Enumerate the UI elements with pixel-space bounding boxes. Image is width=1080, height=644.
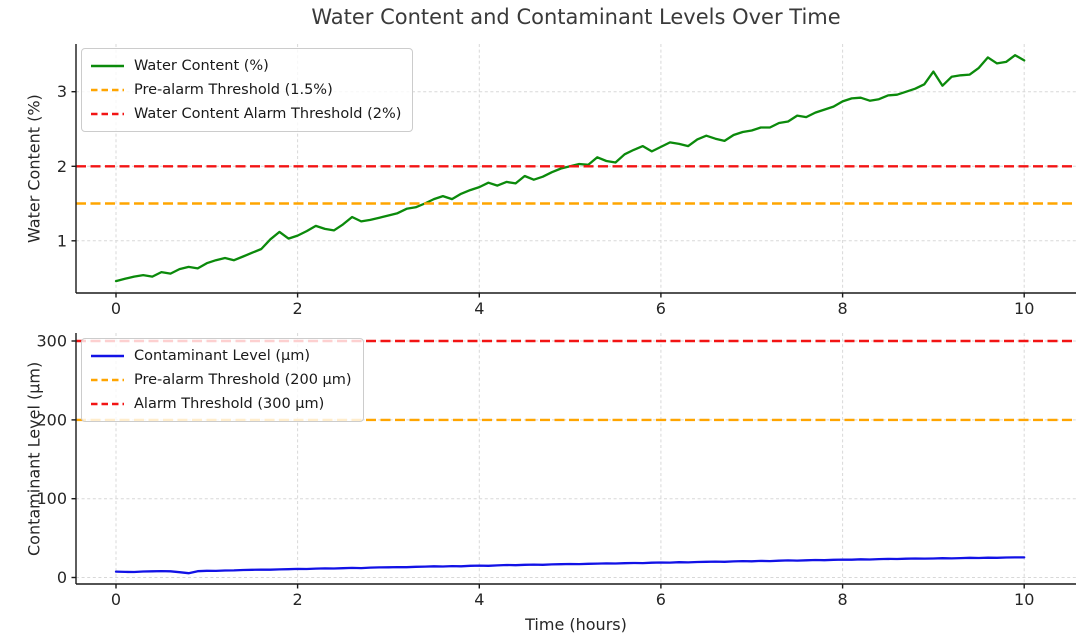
legend-item: Contaminant Level (µm) bbox=[91, 346, 352, 366]
tick-label: 10 bbox=[1014, 590, 1034, 609]
legend-item: Pre-alarm Threshold (1.5%) bbox=[91, 80, 401, 100]
legend-swatch-dashed-icon bbox=[91, 112, 124, 116]
tick-label: 10 bbox=[1014, 299, 1034, 318]
tick-label: 3 bbox=[57, 82, 67, 101]
legend-item: Pre-alarm Threshold (200 µm) bbox=[91, 370, 352, 390]
legend-swatch-dashed-icon bbox=[91, 378, 124, 382]
tick-label: 300 bbox=[36, 332, 67, 351]
legend-item: Water Content (%) bbox=[91, 56, 401, 76]
legend-label: Alarm Threshold (300 µm) bbox=[134, 396, 325, 412]
tick-label: 2 bbox=[57, 157, 67, 176]
legend-label: Water Content Alarm Threshold (2%) bbox=[134, 106, 402, 122]
water-legend: Water Content (%) Pre-alarm Threshold (1.… bbox=[81, 48, 414, 132]
contaminant-y-axis-label: Contaminant Level (µm) bbox=[24, 361, 44, 556]
tick-label: 1 bbox=[57, 231, 67, 250]
tick-label: 0 bbox=[57, 568, 67, 587]
tick-label: 0 bbox=[111, 299, 121, 318]
legend-label: Water Content (%) bbox=[134, 58, 269, 74]
tick-label: 0 bbox=[111, 590, 121, 609]
legend-swatch-solid-icon bbox=[91, 64, 124, 68]
contaminant-legend: Contaminant Level (µm) Pre-alarm Threshol… bbox=[81, 338, 364, 422]
tick-label: 8 bbox=[838, 299, 848, 318]
tick-label: 8 bbox=[838, 590, 848, 609]
legend-label: Pre-alarm Threshold (200 µm) bbox=[134, 372, 352, 388]
legend-swatch-solid-icon bbox=[91, 354, 124, 358]
contaminant-level-series-line bbox=[114, 556, 1026, 575]
legend-swatch-dashed-icon bbox=[91, 402, 124, 406]
tick-label: 4 bbox=[474, 590, 484, 609]
legend-swatch-dashed-icon bbox=[91, 88, 124, 92]
legend-label: Pre-alarm Threshold (1.5%) bbox=[134, 82, 333, 98]
tick-label: 2 bbox=[293, 590, 303, 609]
x-axis-label: Time (hours) bbox=[525, 615, 627, 634]
tick-label: 4 bbox=[474, 299, 484, 318]
tick-label: 2 bbox=[293, 299, 303, 318]
tick-label: 6 bbox=[656, 590, 666, 609]
legend-item: Alarm Threshold (300 µm) bbox=[91, 394, 352, 414]
tick-label: 200 bbox=[36, 410, 67, 429]
legend-item: Water Content Alarm Threshold (2%) bbox=[91, 104, 401, 124]
figure-title: Water Content and Contaminant Levels Ove… bbox=[311, 5, 841, 29]
tick-label: 100 bbox=[36, 489, 67, 508]
legend-label: Contaminant Level (µm) bbox=[134, 348, 311, 364]
water-y-axis-label: Water Content (%) bbox=[24, 94, 44, 243]
tick-label: 6 bbox=[656, 299, 666, 318]
